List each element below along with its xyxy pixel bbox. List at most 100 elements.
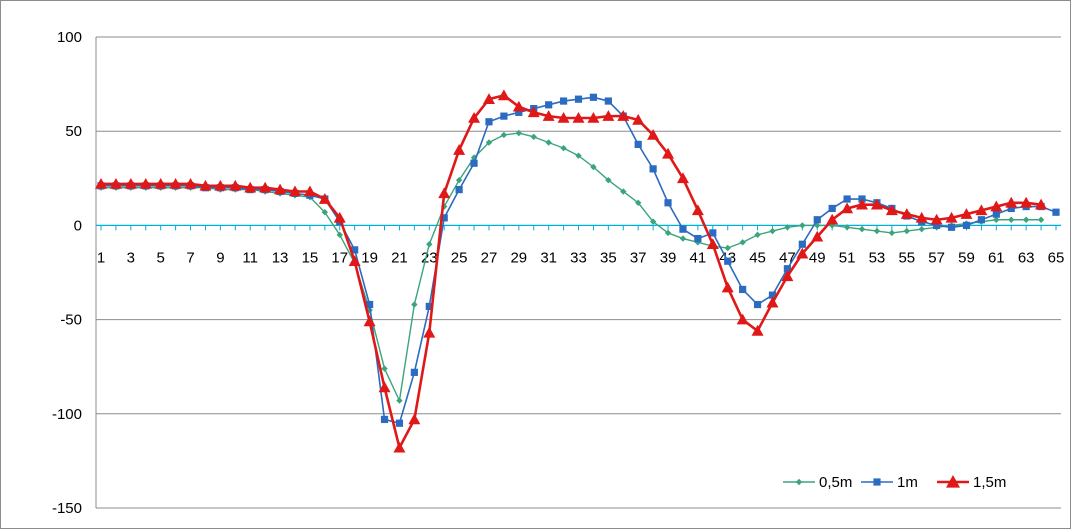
data-point — [109, 177, 122, 189]
data-point — [318, 193, 331, 204]
data-point — [918, 225, 925, 233]
data-point — [527, 106, 540, 118]
x-tick-labels: 1357911131517192123252729313335373941434… — [97, 249, 1065, 266]
x-tick-label: 55 — [898, 249, 915, 266]
data-point — [455, 186, 463, 194]
data-point — [664, 199, 672, 207]
data-point — [784, 224, 791, 231]
data-point — [858, 225, 866, 233]
data-point — [288, 185, 301, 197]
data-point — [751, 324, 764, 336]
data-point — [512, 100, 525, 112]
data-point — [1007, 204, 1015, 213]
data-point — [184, 177, 197, 189]
data-point — [545, 101, 553, 109]
data-point — [482, 93, 495, 104]
x-tick-label: 49 — [809, 249, 826, 266]
data-point — [560, 144, 567, 152]
data-point — [781, 270, 794, 282]
data-point — [724, 244, 731, 252]
y-tick-label: -150 — [52, 500, 82, 517]
x-tick-label: 53 — [869, 249, 886, 266]
x-tick-label: 59 — [958, 249, 975, 266]
data-point — [259, 181, 272, 193]
data-point — [214, 179, 227, 191]
data-point — [930, 213, 943, 225]
data-point — [903, 227, 910, 235]
data-point — [605, 176, 612, 184]
data-point — [408, 413, 421, 425]
data-point — [410, 368, 418, 376]
data-point — [515, 108, 523, 116]
data-point — [124, 177, 137, 189]
axes — [95, 37, 1061, 508]
data-point — [1037, 216, 1045, 223]
data-point — [647, 128, 660, 140]
x-tick-label: 39 — [660, 249, 677, 266]
data-point — [587, 112, 600, 123]
data-point — [915, 211, 928, 223]
x-tick-label: 11 — [242, 249, 258, 266]
data-point — [813, 216, 821, 224]
data-point — [664, 229, 672, 237]
data-point — [530, 133, 537, 141]
data-point — [485, 118, 493, 126]
x-tick-label: 63 — [1018, 249, 1035, 266]
data-point — [453, 144, 466, 155]
data-point — [945, 211, 958, 223]
data-point — [691, 204, 704, 216]
data-point — [542, 110, 555, 121]
data-point — [843, 224, 851, 231]
data-point — [960, 208, 973, 219]
y-tick-labels: 100 50 0 -50 -100 -150 — [52, 29, 82, 517]
series-line — [101, 132, 1042, 402]
x-tick-label: 19 — [361, 249, 378, 266]
x-tick-label: 17 — [331, 249, 348, 266]
data-point — [783, 265, 792, 273]
data-point — [393, 441, 406, 453]
x-tick-label: 5 — [157, 249, 165, 266]
x-tick-label: 21 — [391, 249, 408, 266]
data-point — [721, 281, 734, 293]
y-tick-label: -100 — [52, 406, 82, 423]
data-point — [676, 172, 689, 184]
data-point — [455, 176, 463, 184]
x-tick-label: 61 — [988, 249, 1005, 266]
data-point — [602, 110, 615, 121]
data-point — [768, 291, 777, 299]
data-point — [1005, 196, 1018, 208]
data-point — [799, 222, 806, 229]
x-tick-label: 1 — [97, 249, 105, 266]
x-tick-label: 37 — [630, 249, 647, 266]
data-point — [649, 218, 657, 225]
data-point — [590, 163, 597, 171]
data-point — [381, 365, 388, 372]
data-point — [1035, 198, 1048, 210]
data-point — [739, 239, 746, 246]
data-point — [634, 199, 642, 206]
data-point — [336, 231, 343, 239]
legend-item: 0,5m — [783, 474, 852, 491]
legend-item: 1,5m — [937, 474, 1006, 491]
data-point — [425, 302, 433, 311]
x-tick-label: 29 — [510, 249, 527, 266]
data-point — [500, 112, 508, 120]
data-point — [754, 231, 761, 239]
data-point — [426, 241, 433, 248]
data-point — [497, 89, 510, 101]
data-point — [1008, 216, 1015, 223]
data-point — [811, 230, 824, 242]
data-point — [380, 415, 389, 424]
data-point — [441, 203, 448, 210]
data-point — [365, 300, 374, 309]
data-point — [662, 147, 675, 159]
data-point — [769, 227, 776, 235]
data-point — [843, 195, 851, 203]
data-point — [706, 238, 719, 250]
x-tick-label: 33 — [570, 249, 587, 266]
data-point — [423, 326, 436, 338]
legend: 0,5m 1m 1,5m — [783, 474, 1006, 491]
data-point — [632, 113, 645, 125]
y-tick-label: 100 — [57, 29, 82, 46]
